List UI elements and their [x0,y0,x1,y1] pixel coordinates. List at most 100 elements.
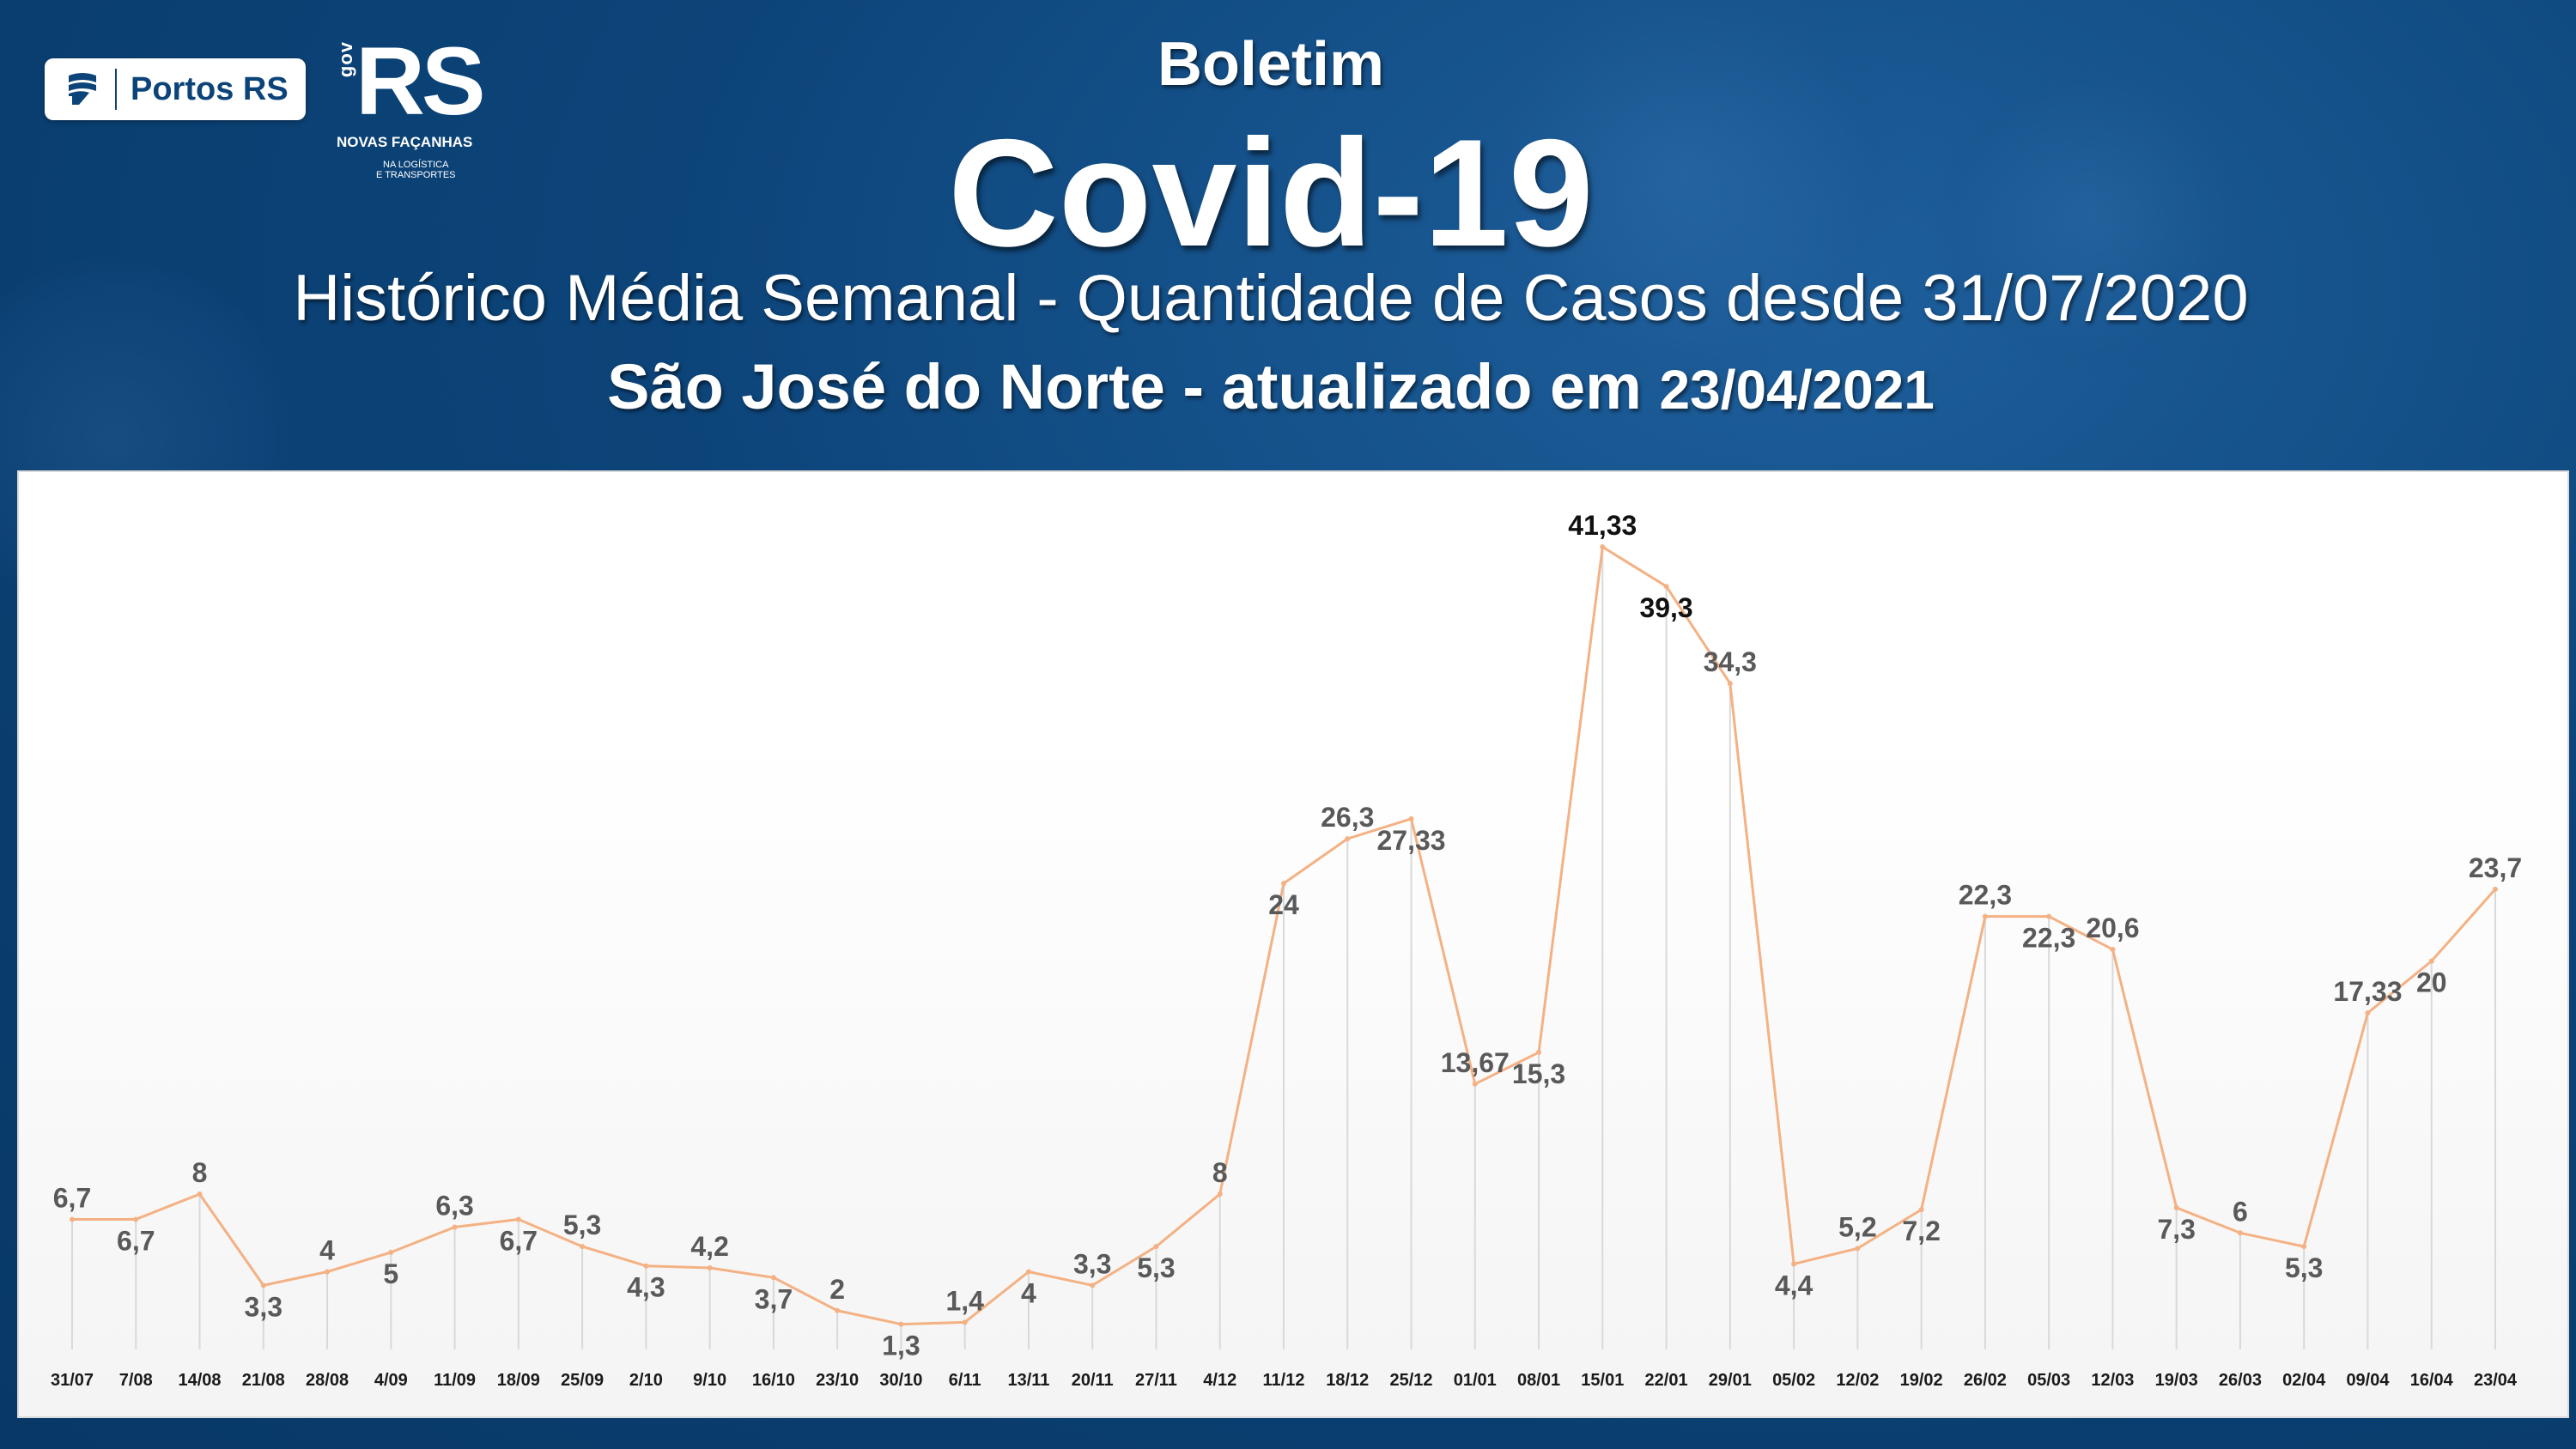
data-label: 23,7 [2469,852,2522,883]
data-label: 3,3 [1073,1248,1111,1279]
chart-subtitle: Histórico Média Semanal - Quantidade de … [293,262,2249,335]
data-point [1217,1191,1223,1197]
location-text: São José do Norte - atualizado em [607,351,1642,422]
data-label: 6,3 [435,1191,473,1222]
data-point [325,1269,331,1275]
data-point [197,1191,203,1197]
data-label: 20,6 [2086,912,2139,943]
data-label: 41,33 [1568,510,1637,541]
x-tick-label: 4/09 [374,1371,408,1390]
data-point [1536,1049,1542,1055]
data-label: 22,3 [2022,923,2075,954]
data-label: 34,3 [1704,646,1757,677]
x-tick-label: 2/10 [629,1371,663,1390]
data-point [770,1275,776,1281]
data-point [260,1282,266,1288]
data-label: 4 [1021,1278,1036,1309]
data-label: 17,33 [2333,976,2402,1007]
data-label: 8 [1212,1157,1228,1188]
x-tick-label: 14/08 [178,1371,221,1390]
x-tick-label: 18/12 [1326,1371,1369,1390]
data-point [2237,1230,2243,1236]
data-label: 5,3 [2285,1252,2323,1283]
data-point [1281,881,1286,887]
data-label: 1,4 [945,1285,984,1316]
x-tick-label: 27/11 [1135,1371,1177,1390]
data-point [1791,1261,1797,1267]
data-point [1982,913,1988,919]
data-label: 4,2 [690,1231,728,1262]
data-label: 1,3 [882,1331,920,1361]
x-tick-label: 09/04 [2346,1371,2390,1390]
data-point [2110,947,2116,953]
x-tick-label: 13/11 [1007,1371,1049,1390]
x-tick-label: 29/01 [1709,1371,1752,1390]
x-tick-label: 15/01 [1581,1371,1624,1390]
data-label: 6,7 [53,1182,91,1213]
x-tick-label: 22/01 [1645,1371,1688,1390]
x-tick-label: 9/10 [693,1371,726,1390]
rs-logo-mark: RS [355,27,486,135]
data-label: 6,7 [117,1225,155,1256]
data-point [1727,681,1733,687]
data-point [452,1224,458,1230]
data-point [2493,886,2498,892]
logo-divider [115,69,117,110]
data-label: 5,2 [1838,1211,1876,1242]
data-label: 3,3 [245,1291,283,1322]
chart-panel: 6,7 6,7 8 3,3 4 5 6,3 6,7 5,3 4,3 4,2 3,7 2 1,3 1,4 4 3,… [17,470,2569,1418]
x-tick-label: 21/08 [242,1371,285,1390]
x-tick-label: 18/09 [497,1371,540,1390]
data-label: 4,4 [1775,1270,1814,1300]
data-label: 4 [319,1235,335,1266]
header: Portos RS gov RS NOVAS FAÇANHAS NA LOGÍS… [0,0,2576,464]
data-label: 24 [1268,889,1299,920]
x-tick-label: 31/07 [51,1371,94,1390]
rs-logo-tagline: NOVAS FAÇANHAS [337,134,473,150]
data-point [1600,544,1606,550]
data-point [1090,1282,1096,1288]
page-title: Covid-19 [948,107,1594,278]
data-point [1408,815,1414,822]
data-label: 5 [383,1258,398,1289]
x-tick-label: 23/04 [2474,1371,2518,1390]
data-point [580,1244,586,1250]
rs-gov-logo: gov RS NOVAS FAÇANHAS NA LOGÍSTICA E TRA… [335,27,498,189]
data-label: 2 [829,1274,845,1305]
data-point [133,1216,139,1222]
data-point [1918,1207,1924,1213]
x-tick-label: 6/11 [949,1371,981,1390]
data-point [2046,913,2052,919]
data-point [835,1307,841,1313]
data-label: 5,3 [1137,1252,1175,1283]
x-tick-label: 26/03 [2219,1371,2262,1390]
x-tick-label: 08/01 [1517,1371,1560,1390]
data-point [1025,1269,1031,1275]
x-tick-label: 28/08 [306,1371,349,1390]
x-tick-label: 26/02 [1964,1371,2007,1390]
data-point [70,1216,75,1222]
x-tick-label: 25/09 [561,1371,604,1390]
data-point [962,1319,968,1325]
x-tick-label: 23/10 [816,1371,859,1390]
data-label: 39,3 [1639,592,1692,623]
data-point [643,1263,649,1269]
x-tick-label: 05/02 [1772,1371,1815,1390]
x-tick-label: 12/02 [1836,1371,1879,1390]
x-tick-label: 01/01 [1454,1371,1497,1390]
location-line: São José do Norte - atualizado em 23/04/… [0,350,2542,423]
line-chart: 6,7 6,7 8 3,3 4 5 6,3 6,7 5,3 4,3 4,2 3,7 2 1,3 1,4 4 3,… [51,510,2522,1390]
x-tick-label: 11/12 [1263,1371,1305,1390]
x-tick-label: 25/12 [1389,1371,1432,1390]
data-point [515,1216,521,1222]
data-label: 22,3 [1959,880,2012,911]
data-label: 4,3 [627,1272,665,1303]
x-tick-label: 7/08 [119,1371,153,1390]
data-label: 15,3 [1512,1058,1565,1089]
data-point [2173,1204,2179,1210]
data-point [707,1265,713,1270]
x-tick-label: 11/09 [434,1371,476,1390]
bulletin-kicker: Boletim [1157,30,1385,99]
data-point [1345,836,1351,842]
data-point [388,1249,394,1255]
